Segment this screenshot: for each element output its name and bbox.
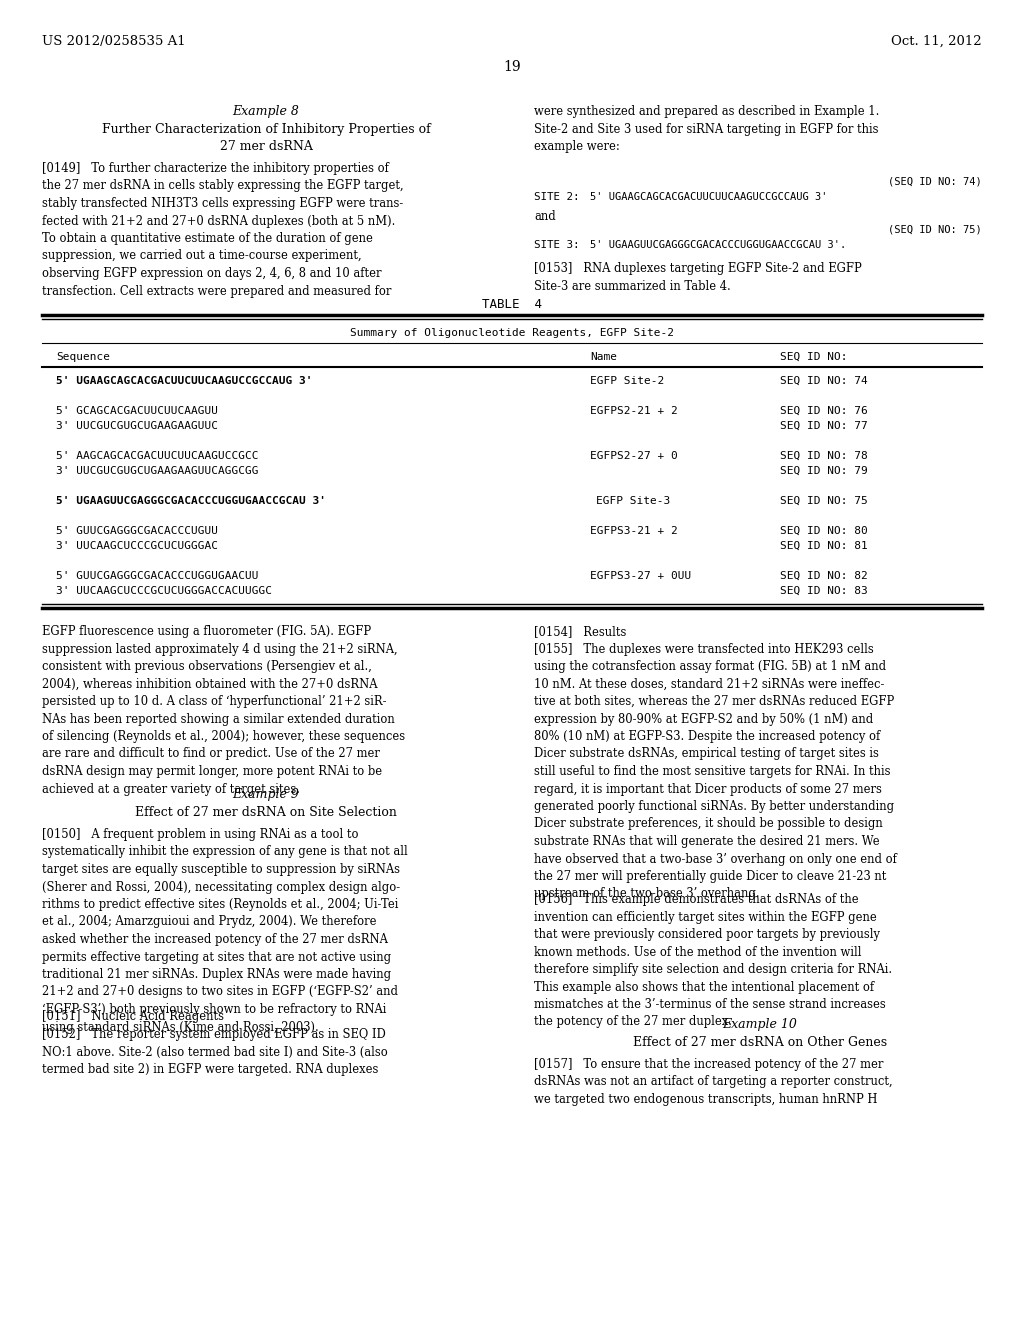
- Text: Effect of 27 mer dsRNA on Site Selection: Effect of 27 mer dsRNA on Site Selection: [135, 807, 397, 818]
- Text: 3' UUCGUCGUGCUGAAGAAGUUC: 3' UUCGUCGUGCUGAAGAAGUUC: [56, 421, 218, 432]
- Text: 5' GCAGCACGACUUCUUCAAGUU: 5' GCAGCACGACUUCUUCAAGUU: [56, 407, 218, 416]
- Text: EGFPS2-21 + 2: EGFPS2-21 + 2: [590, 407, 678, 416]
- Text: SEQ ID NO: 76: SEQ ID NO: 76: [780, 407, 867, 416]
- Text: 5' AAGCAGCACGACUUCUUCAAGUCCGCC: 5' AAGCAGCACGACUUCUUCAAGUCCGCC: [56, 451, 258, 461]
- Text: Effect of 27 mer dsRNA on Other Genes: Effect of 27 mer dsRNA on Other Genes: [633, 1036, 887, 1049]
- Text: [0149]   To further characterize the inhibitory properties of
the 27 mer dsRNA i: [0149] To further characterize the inhib…: [42, 162, 403, 297]
- Text: Sequence: Sequence: [56, 352, 110, 362]
- Text: EGFPS2-27 + 0: EGFPS2-27 + 0: [590, 451, 678, 461]
- Text: Example 8: Example 8: [232, 106, 299, 117]
- Text: [0157]   To ensure that the increased potency of the 27 mer
dsRNAs was not an ar: [0157] To ensure that the increased pote…: [534, 1059, 893, 1106]
- Text: US 2012/0258535 A1: US 2012/0258535 A1: [42, 36, 185, 48]
- Text: Example 10: Example 10: [723, 1018, 798, 1031]
- Text: EGFPS3-27 + 0UU: EGFPS3-27 + 0UU: [590, 572, 691, 581]
- Text: SEQ ID NO: 77: SEQ ID NO: 77: [780, 421, 867, 432]
- Text: EGFPS3-21 + 2: EGFPS3-21 + 2: [590, 525, 678, 536]
- Text: SEQ ID NO: 81: SEQ ID NO: 81: [780, 541, 867, 550]
- Text: TABLE  4: TABLE 4: [482, 298, 542, 312]
- Text: Further Characterization of Inhibitory Properties of: Further Characterization of Inhibitory P…: [101, 123, 430, 136]
- Text: [0151]   Nucleic Acid Reagents: [0151] Nucleic Acid Reagents: [42, 1010, 224, 1023]
- Text: 5' UGAAGCAGCACGACUUCUUCAAGUCCGCCAUG 3': 5' UGAAGCAGCACGACUUCUUCAAGUCCGCCAUG 3': [56, 376, 312, 385]
- Text: Name: Name: [590, 352, 617, 362]
- Text: SEQ ID NO: 82: SEQ ID NO: 82: [780, 572, 867, 581]
- Text: 3' UUCGUCGUGCUGAAGAAGUUCAGGCGG: 3' UUCGUCGUGCUGAAGAAGUUCAGGCGG: [56, 466, 258, 477]
- Text: EGFP Site-3: EGFP Site-3: [596, 496, 671, 506]
- Text: [0153]   RNA duplexes targeting EGFP Site-2 and EGFP
Site-3 are summarized in Ta: [0153] RNA duplexes targeting EGFP Site-…: [534, 261, 862, 293]
- Text: and: and: [534, 210, 556, 223]
- Text: 5' GUUCGAGGGCGACACCCUGGUGAACUU: 5' GUUCGAGGGCGACACCCUGGUGAACUU: [56, 572, 258, 581]
- Text: SEQ ID NO:: SEQ ID NO:: [780, 352, 848, 362]
- Text: Summary of Oligonucleotide Reagents, EGFP Site-2: Summary of Oligonucleotide Reagents, EGF…: [350, 327, 674, 338]
- Text: [0156]   This example demonstrates that dsRNAs of the
invention can efficiently : [0156] This example demonstrates that ds…: [534, 894, 892, 1028]
- Text: 5' UGAAGCAGCACGACUUCUUCAAGUCCGCCAUG 3': 5' UGAAGCAGCACGACUUCUUCAAGUCCGCCAUG 3': [590, 191, 827, 202]
- Text: [0154]   Results
[0155]   The duplexes were transfected into HEK293 cells
using : [0154] Results [0155] The duplexes were …: [534, 624, 897, 900]
- Text: 27 mer dsRNA: 27 mer dsRNA: [219, 140, 312, 153]
- Text: SEQ ID NO: 74: SEQ ID NO: 74: [780, 376, 867, 385]
- Text: SEQ ID NO: 83: SEQ ID NO: 83: [780, 586, 867, 597]
- Text: Example 9: Example 9: [232, 788, 299, 801]
- Text: SEQ ID NO: 75: SEQ ID NO: 75: [780, 496, 867, 506]
- Text: (SEQ ID NO: 74): (SEQ ID NO: 74): [888, 177, 982, 187]
- Text: 3' UUCAAGCUCCCGCUCUGGGACCACUUGGC: 3' UUCAAGCUCCCGCUCUGGGACCACUUGGC: [56, 586, 272, 597]
- Text: EGFP fluorescence using a fluorometer (FIG. 5A). EGFP
suppression lasted approxi: EGFP fluorescence using a fluorometer (F…: [42, 624, 406, 796]
- Text: (SEQ ID NO: 75): (SEQ ID NO: 75): [888, 224, 982, 235]
- Text: [0150]   A frequent problem in using RNAi as a tool to
systematically inhibit th: [0150] A frequent problem in using RNAi …: [42, 828, 408, 1034]
- Text: Oct. 11, 2012: Oct. 11, 2012: [891, 36, 982, 48]
- Text: SITE 2:: SITE 2:: [534, 191, 580, 202]
- Text: 5' UGAAGUUCGAGGGCGACACCCUGGUGAACCGCAU 3': 5' UGAAGUUCGAGGGCGACACCCUGGUGAACCGCAU 3': [56, 496, 326, 506]
- Text: SEQ ID NO: 80: SEQ ID NO: 80: [780, 525, 867, 536]
- Text: were synthesized and prepared as described in Example 1.
Site-2 and Site 3 used : were synthesized and prepared as describ…: [534, 106, 880, 153]
- Text: EGFP Site-2: EGFP Site-2: [590, 376, 665, 385]
- Text: [0152]   The reporter system employed EGFP as in SEQ ID
NO:1 above. Site-2 (also: [0152] The reporter system employed EGFP…: [42, 1028, 388, 1076]
- Text: SEQ ID NO: 78: SEQ ID NO: 78: [780, 451, 867, 461]
- Text: SITE 3:: SITE 3:: [534, 240, 580, 249]
- Text: 5' GUUCGAGGGCGACACCCUGUU: 5' GUUCGAGGGCGACACCCUGUU: [56, 525, 218, 536]
- Text: 5' UGAAGUUCGAGGGCGACACCCUGGUGAACCGCAU 3'.: 5' UGAAGUUCGAGGGCGACACCCUGGUGAACCGCAU 3'…: [590, 240, 846, 249]
- Text: SEQ ID NO: 79: SEQ ID NO: 79: [780, 466, 867, 477]
- Text: 19: 19: [503, 59, 521, 74]
- Text: 3' UUCAAGCUCCCGCUCUGGGAC: 3' UUCAAGCUCCCGCUCUGGGAC: [56, 541, 218, 550]
